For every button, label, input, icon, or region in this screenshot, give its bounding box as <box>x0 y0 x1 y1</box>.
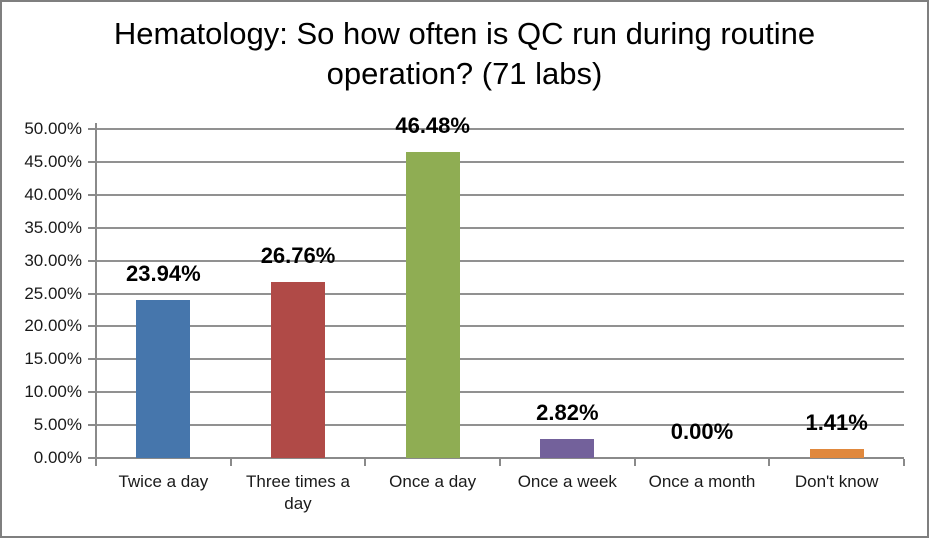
x-axis-line <box>96 457 904 459</box>
y-tick <box>88 325 96 328</box>
gridline <box>96 391 904 394</box>
gridline <box>96 325 904 328</box>
y-tick <box>88 292 96 295</box>
y-tick <box>88 457 96 459</box>
y-tick-label: 40.00% <box>24 184 82 204</box>
y-tick-label: 45.00% <box>24 151 82 171</box>
gridline <box>96 358 904 361</box>
category-label-once-a-month: Once a month <box>648 472 756 491</box>
gridline <box>96 292 904 295</box>
bar-value-label-once-a-week: 2.82% <box>536 400 599 426</box>
gridline <box>96 226 904 229</box>
x-tick <box>229 459 232 466</box>
gridline <box>96 259 904 262</box>
y-tick <box>88 160 96 163</box>
y-tick-label: 20.00% <box>24 316 82 336</box>
y-tick-label: 0.00% <box>33 448 82 467</box>
category-label-twice-a-day: Twice a day <box>118 472 209 491</box>
bar-twice-a-day <box>136 300 191 458</box>
x-tick <box>633 459 636 466</box>
bar-value-label-don-t-know: 1.41% <box>805 409 868 435</box>
y-tick-label: 10.00% <box>24 382 82 402</box>
gridline <box>96 160 904 163</box>
y-tick <box>88 193 96 196</box>
y-tick-label: 30.00% <box>24 250 82 270</box>
x-tick <box>95 459 97 466</box>
y-tick-label: 50.00% <box>24 119 82 138</box>
y-tick <box>88 128 96 130</box>
bar-value-label-three-times-a-day: 26.76% <box>260 242 336 268</box>
chart-title: Hematology: So how often is QC run durin… <box>113 16 816 91</box>
bar-value-label-once-a-month: 0.00% <box>670 419 734 444</box>
y-tick-label: 35.00% <box>24 217 82 237</box>
x-tick <box>903 459 905 466</box>
x-tick <box>499 459 501 466</box>
bar-three-times-a-day <box>271 281 325 458</box>
x-tick <box>364 459 367 466</box>
category-label-once-a-day: Once a day <box>389 472 477 491</box>
y-tick-label: 15.00% <box>24 349 82 369</box>
category-label-three-times-a-day: Three times a day <box>246 472 350 513</box>
bar-once-a-day <box>405 152 460 458</box>
y-tick <box>88 391 96 394</box>
y-axis-line <box>95 123 97 460</box>
y-tick <box>88 424 96 427</box>
category-label-once-a-week: Once a week <box>517 472 617 491</box>
y-tick <box>88 358 96 361</box>
y-tick <box>88 226 96 229</box>
gridline <box>96 128 904 130</box>
gridline <box>96 424 904 427</box>
bar-value-label-twice-a-day: 23.94% <box>126 261 201 287</box>
bar-once-a-week <box>540 439 595 458</box>
gridline <box>96 193 904 196</box>
x-tick <box>768 459 771 466</box>
y-tick-label: 5.00% <box>33 415 82 435</box>
bar-value-label-once-a-day: 46.48% <box>395 113 470 139</box>
bar-don-t-know <box>809 448 864 458</box>
y-tick-label: 25.00% <box>24 283 82 303</box>
category-label-don-t-know: Don't know <box>794 472 879 491</box>
y-tick <box>88 259 96 262</box>
